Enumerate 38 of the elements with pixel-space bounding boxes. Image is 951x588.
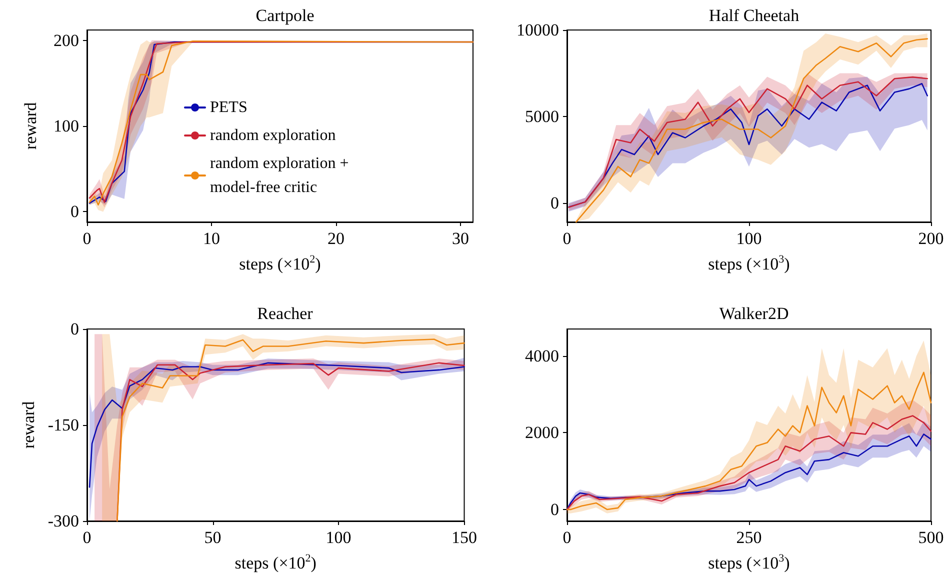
- x-tick-label: 10: [203, 229, 220, 248]
- y-tick-label: -150: [48, 416, 79, 434]
- x-tick-label: 30: [452, 229, 470, 248]
- chart-title: Walker2D: [719, 304, 789, 323]
- line-series: [566, 434, 932, 510]
- y-tick-label: 100: [54, 116, 79, 136]
- x-tick-label: 500: [918, 528, 944, 547]
- y-tick-label: 0: [70, 320, 79, 338]
- x-tick-label: 50: [204, 528, 222, 547]
- x-tick-label: 200: [918, 229, 944, 248]
- chart-title: Reacher: [257, 304, 314, 323]
- x-tick-label: 100: [326, 528, 352, 547]
- y-tick-label: 0: [70, 202, 79, 222]
- x-tick-label: 250: [736, 528, 762, 547]
- y-tick-label: -300: [48, 512, 79, 530]
- x-tick-label: 0: [562, 229, 572, 248]
- y-tick-label: 4000: [525, 346, 559, 366]
- chart-title: Half Cheetah: [708, 6, 800, 25]
- y-tick-label: 10000: [516, 20, 559, 40]
- x-tick-label: 0: [562, 528, 572, 547]
- legend-label: random exploration + model-free critic: [210, 155, 353, 196]
- chart-title: Cartpole: [256, 6, 314, 25]
- y-tick-label: 200: [54, 30, 79, 50]
- x-tick-label: 150: [452, 528, 477, 547]
- x-tick-label: 0: [82, 229, 92, 248]
- y-tick-label: 2000: [525, 423, 559, 442]
- y-tick-label: 0: [550, 500, 559, 519]
- x-tick-label: 0: [82, 528, 92, 547]
- y-axis-title: reward: [18, 400, 38, 449]
- y-tick-label: 5000: [525, 106, 559, 126]
- line-series: [88, 362, 465, 488]
- x-tick-label: 20: [328, 229, 345, 248]
- legend-label: PETS: [210, 99, 248, 116]
- line-series: [566, 372, 932, 510]
- legend-label: random exploration: [210, 127, 336, 144]
- y-axis-title: reward: [21, 102, 40, 150]
- y-tick-label: 0: [550, 193, 559, 212]
- x-tick-label: 100: [736, 229, 762, 248]
